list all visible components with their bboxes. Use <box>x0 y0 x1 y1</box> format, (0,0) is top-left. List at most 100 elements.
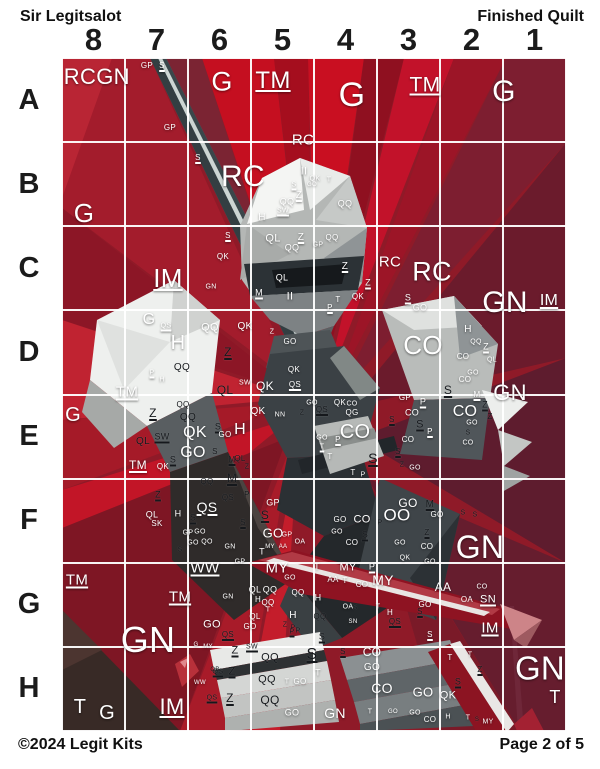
piece-label: S <box>352 604 358 612</box>
piece-label: S <box>389 415 395 424</box>
piece-label: H <box>170 332 186 354</box>
piece-label: T <box>265 606 271 614</box>
piece-label: S <box>427 630 433 639</box>
piece-label: QS <box>206 694 218 702</box>
piece-label: GO <box>412 302 428 313</box>
piece-label: S <box>318 631 326 642</box>
piece-label: GO <box>466 419 478 427</box>
piece-label: II <box>300 165 308 178</box>
piece-label: Z <box>341 261 349 272</box>
piece-label: SW <box>277 207 289 215</box>
piece-label: Z <box>297 232 305 243</box>
piece-label: QK <box>237 321 253 332</box>
piece-label: Z <box>487 412 493 421</box>
piece-label: AA <box>278 544 288 550</box>
piece-label: CO <box>355 580 369 589</box>
piece-label: P <box>295 627 301 635</box>
piece-label: GO <box>331 528 343 536</box>
piece-label: IM <box>153 263 183 293</box>
piece-label: QL <box>275 272 289 283</box>
piece-label: GO <box>262 525 284 541</box>
piece-label: CO <box>371 680 393 696</box>
piece-label: IM <box>481 619 499 637</box>
piece-label: GO <box>187 539 199 547</box>
piece-label: OO <box>383 505 411 525</box>
piece-label: Z <box>482 399 488 410</box>
piece-label: QK <box>216 252 230 261</box>
piece-label: Z <box>226 691 234 705</box>
column-header-1: 1 <box>525 22 544 57</box>
piece-label: QL <box>145 509 159 520</box>
row-header-A: A <box>18 83 40 116</box>
piece-label: T <box>314 561 320 572</box>
piece-label: GP <box>266 497 280 508</box>
piece-label: P <box>149 369 155 377</box>
piece-label: S <box>443 383 453 397</box>
piece-label: T <box>375 603 381 611</box>
piece-label: QQ <box>261 651 279 664</box>
finished-quilt-label: Finished Quilt <box>477 8 584 25</box>
row-header-G: G <box>17 588 41 621</box>
piece-label: GO <box>180 444 206 461</box>
piece-label: QS <box>196 499 218 515</box>
piece-label: CO <box>476 583 488 591</box>
grid-line-horizontal <box>62 393 566 396</box>
piece-label: QQ <box>284 242 300 253</box>
piece-label: QK <box>351 292 365 301</box>
row-header-D: D <box>18 335 40 368</box>
piece-label: AA <box>434 580 452 594</box>
piece-label: S <box>454 676 462 687</box>
piece-label: Z <box>424 528 430 537</box>
piece-label: M <box>255 287 263 298</box>
piece-label: GO <box>388 709 398 715</box>
piece-label: H <box>445 713 451 721</box>
piece-label: MY <box>265 559 289 577</box>
piece-label: Z <box>231 644 239 657</box>
piece-label: QS <box>221 493 235 502</box>
piece-label: GO <box>363 662 381 673</box>
piece-label: GO <box>398 496 418 510</box>
piece-label: P <box>419 396 427 407</box>
piece-label: QS <box>315 405 329 414</box>
piece-label: CO <box>420 542 434 551</box>
piece-label: P <box>368 561 376 572</box>
piece-label: MY <box>482 718 494 726</box>
piece-label: T <box>327 452 333 461</box>
piece-label: TM <box>65 571 89 589</box>
piece-label: QK <box>399 554 411 562</box>
piece-label: GN <box>482 286 528 319</box>
piece-label: GP <box>281 531 293 539</box>
piece-label: OA <box>294 538 306 546</box>
piece-label: CO <box>423 715 437 724</box>
piece-label: T <box>335 295 341 304</box>
piece-label: RC <box>221 160 265 193</box>
piece-label: GN <box>224 543 236 551</box>
piece-label: GO <box>430 510 444 519</box>
piece-label: T <box>319 443 325 451</box>
row-header-B: B <box>18 167 40 200</box>
piece-label: Z <box>149 406 157 420</box>
row-header-F: F <box>20 504 38 537</box>
piece-label: S <box>472 511 478 519</box>
piece-label: GN <box>96 64 130 89</box>
piece-label: M <box>425 499 435 510</box>
piece-label: SN <box>480 593 496 606</box>
piece-label: TM <box>168 588 192 606</box>
piece-label: QS <box>288 380 302 389</box>
piece-label: GP <box>163 123 177 132</box>
page-number: Page 2 of 5 <box>499 736 584 753</box>
piece-label: QK <box>156 462 170 471</box>
copyright: ©2024 Legit Kits <box>18 736 143 753</box>
piece-label: TM <box>409 73 441 97</box>
row-header-H: H <box>18 672 40 705</box>
piece-label: QQ <box>325 233 339 242</box>
piece-label: GN <box>493 380 527 405</box>
piece-label: CO <box>458 375 472 384</box>
piece-label: H <box>314 592 322 603</box>
piece-label: GO <box>293 677 307 686</box>
piece-label: QK <box>256 379 274 393</box>
piece-label: T <box>73 696 87 718</box>
piece-label: QQ <box>261 598 275 607</box>
piece-label: S <box>260 508 270 522</box>
piece-label: T <box>326 176 332 184</box>
